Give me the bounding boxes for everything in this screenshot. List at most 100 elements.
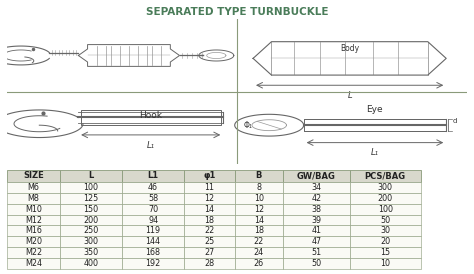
Bar xyxy=(283,247,350,258)
Text: 100: 100 xyxy=(83,183,99,192)
Text: M8: M8 xyxy=(27,194,39,203)
Bar xyxy=(7,193,60,204)
Bar xyxy=(60,204,122,215)
Bar xyxy=(60,182,122,193)
Bar xyxy=(235,226,283,236)
Text: 28: 28 xyxy=(204,259,214,268)
Text: 10: 10 xyxy=(254,194,264,203)
Bar xyxy=(7,182,60,193)
Bar xyxy=(60,170,122,182)
Text: 10: 10 xyxy=(380,259,390,268)
Text: M22: M22 xyxy=(25,248,42,257)
Bar xyxy=(350,170,421,182)
Text: 50: 50 xyxy=(311,259,321,268)
Bar xyxy=(235,204,283,215)
Bar xyxy=(235,170,283,182)
Text: 125: 125 xyxy=(83,194,99,203)
Bar xyxy=(235,247,283,258)
Bar xyxy=(184,215,235,226)
Bar xyxy=(7,170,60,182)
Text: 42: 42 xyxy=(311,194,321,203)
Text: 22: 22 xyxy=(254,237,264,246)
Text: M12: M12 xyxy=(25,216,42,224)
Text: B: B xyxy=(255,171,262,180)
Bar xyxy=(7,236,60,247)
Text: 250: 250 xyxy=(83,226,99,235)
Text: L1: L1 xyxy=(147,171,159,180)
Bar xyxy=(60,193,122,204)
Text: d: d xyxy=(452,118,456,124)
Bar xyxy=(350,258,421,269)
Bar xyxy=(283,193,350,204)
Text: 58: 58 xyxy=(148,194,158,203)
Text: M24: M24 xyxy=(25,259,42,268)
Text: 12: 12 xyxy=(204,194,214,203)
Text: M10: M10 xyxy=(25,205,42,214)
Text: 39: 39 xyxy=(311,216,321,224)
Text: 119: 119 xyxy=(146,226,161,235)
Bar xyxy=(350,236,421,247)
Bar xyxy=(350,204,421,215)
Bar xyxy=(122,170,184,182)
Text: L: L xyxy=(88,171,94,180)
Bar xyxy=(7,247,60,258)
Text: 25: 25 xyxy=(204,237,215,246)
Text: 14: 14 xyxy=(204,205,214,214)
Bar xyxy=(350,226,421,236)
Bar xyxy=(122,182,184,193)
Bar xyxy=(235,236,283,247)
Bar xyxy=(283,226,350,236)
Text: M6: M6 xyxy=(27,183,39,192)
Bar xyxy=(184,204,235,215)
Text: 30: 30 xyxy=(380,226,390,235)
Bar xyxy=(350,182,421,193)
Text: SIZE: SIZE xyxy=(23,171,44,180)
Text: 300: 300 xyxy=(378,183,393,192)
Text: 34: 34 xyxy=(311,183,321,192)
Text: Eye: Eye xyxy=(366,105,383,113)
Bar xyxy=(122,204,184,215)
Text: 38: 38 xyxy=(311,205,321,214)
Bar xyxy=(7,215,60,226)
Bar xyxy=(60,226,122,236)
Bar xyxy=(235,182,283,193)
Bar xyxy=(60,247,122,258)
Text: 144: 144 xyxy=(146,237,161,246)
Text: L₁: L₁ xyxy=(371,149,379,158)
Text: 300: 300 xyxy=(83,237,99,246)
Text: M20: M20 xyxy=(25,237,42,246)
Text: 400: 400 xyxy=(83,259,99,268)
Bar xyxy=(283,258,350,269)
Bar xyxy=(235,215,283,226)
Text: 14: 14 xyxy=(254,216,264,224)
Text: PCS/BAG: PCS/BAG xyxy=(365,171,406,180)
Bar xyxy=(7,226,60,236)
Bar xyxy=(283,204,350,215)
Bar xyxy=(60,215,122,226)
Text: L: L xyxy=(347,91,352,100)
Text: 8: 8 xyxy=(256,183,261,192)
Text: 46: 46 xyxy=(148,183,158,192)
Bar xyxy=(304,119,446,131)
Bar xyxy=(235,258,283,269)
Text: 20: 20 xyxy=(380,237,391,246)
Bar xyxy=(235,193,283,204)
Text: 11: 11 xyxy=(204,183,214,192)
Bar xyxy=(60,258,122,269)
Text: 15: 15 xyxy=(380,248,391,257)
Bar xyxy=(122,236,184,247)
Bar xyxy=(283,170,350,182)
Text: Φ₁: Φ₁ xyxy=(244,121,253,130)
Bar xyxy=(7,258,60,269)
Bar xyxy=(122,226,184,236)
Text: 50: 50 xyxy=(380,216,391,224)
Text: 168: 168 xyxy=(146,248,161,257)
Text: L₁: L₁ xyxy=(147,141,155,150)
Bar xyxy=(283,236,350,247)
Text: 94: 94 xyxy=(148,216,158,224)
Text: 24: 24 xyxy=(254,248,264,257)
Text: 200: 200 xyxy=(378,194,393,203)
Bar xyxy=(122,215,184,226)
Bar xyxy=(184,170,235,182)
Bar xyxy=(122,258,184,269)
